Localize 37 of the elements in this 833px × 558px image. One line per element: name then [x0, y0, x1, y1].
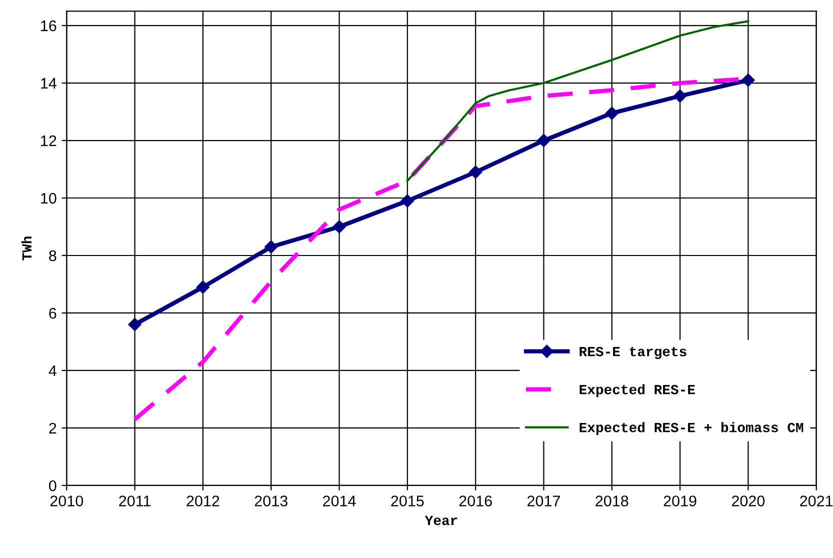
y-axis-title: TWh: [21, 236, 32, 260]
y-tick-label: 0: [49, 480, 56, 492]
y-tick-label: 12: [41, 135, 56, 146]
y-tick-label: 2: [49, 422, 56, 434]
x-tick-label: 2010: [50, 496, 84, 506]
point: [673, 89, 687, 103]
legend-label: Expected RES-E: [580, 384, 695, 398]
x-tick-label: 2016: [459, 496, 492, 506]
point: [742, 74, 755, 87]
point: [400, 194, 414, 208]
x-tick-label: 2014: [323, 496, 356, 506]
point: [468, 166, 482, 179]
x-tick-label: 2017: [528, 496, 560, 506]
x-tick-label: 2012: [186, 496, 220, 506]
point: [537, 134, 550, 148]
x-tick-label: 2013: [254, 496, 288, 506]
x-tick-label: 2018: [596, 496, 628, 506]
legend-label: RES-E targets: [580, 346, 686, 360]
y-tick-label: 8: [49, 250, 56, 262]
y-tick-label: 16: [41, 20, 56, 32]
x-tick-label: 2021: [800, 496, 833, 506]
x-tick-label: 2015: [391, 496, 424, 506]
legend-label: Expected RES-E + biomass CM: [580, 422, 804, 436]
y-tick-label: 10: [41, 192, 56, 204]
x-tick-label: 2019: [664, 496, 696, 506]
y-tick-label: 14: [41, 78, 56, 89]
x-tick-label: 2020: [732, 496, 765, 506]
point: [332, 220, 346, 234]
x-axis-title: Year: [424, 516, 458, 526]
y-tick-label: 4: [48, 366, 56, 376]
y-tick-label: 6: [49, 308, 56, 319]
point: [128, 318, 142, 332]
point: [196, 280, 210, 294]
x-tick-label: 2011: [119, 496, 150, 506]
point: [605, 106, 618, 120]
point: [264, 240, 278, 254]
line-series: [406, 20, 750, 182]
